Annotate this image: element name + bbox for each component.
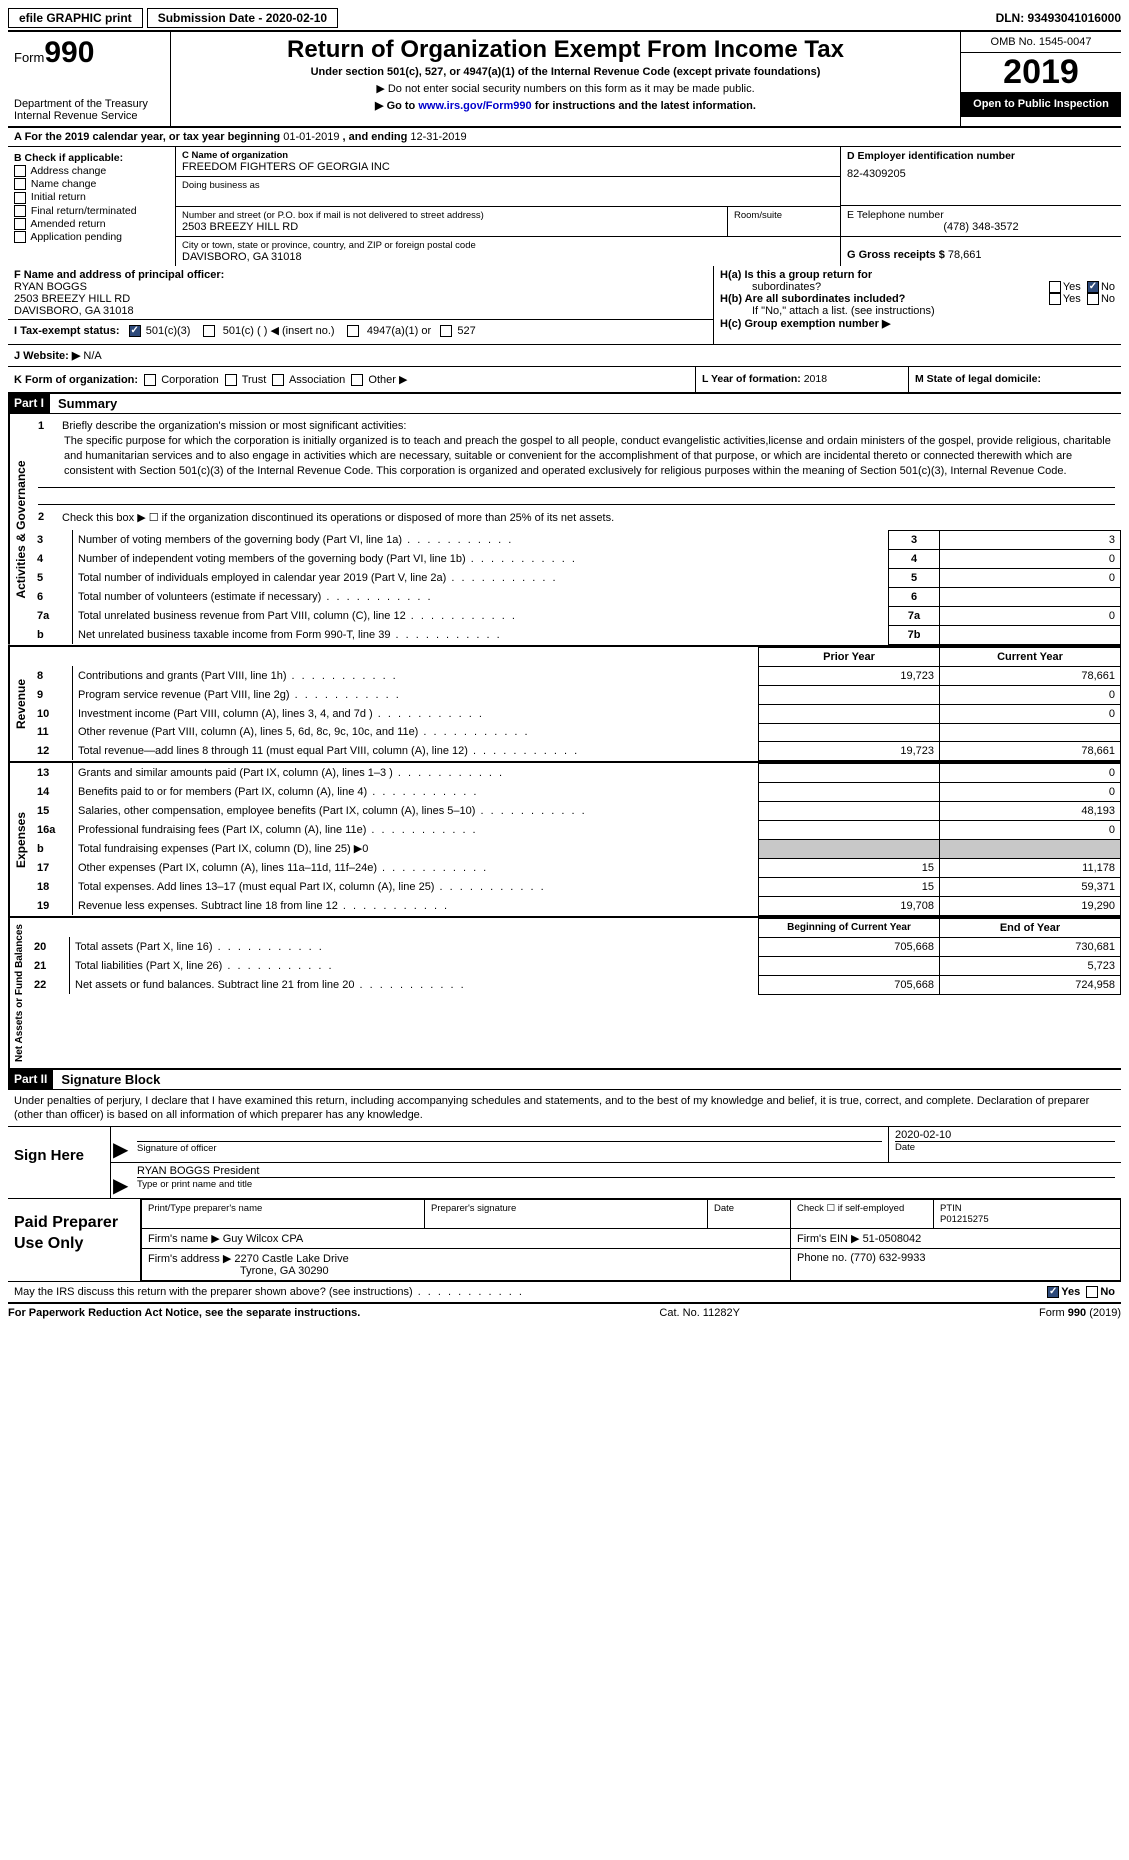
firm-name: Guy Wilcox CPA [223,1233,303,1245]
submission-date: Submission Date - 2020-02-10 [147,8,338,28]
irs-link[interactable]: www.irs.gov/Form990 [418,100,531,112]
top-bar: efile GRAPHIC print Submission Date - 20… [8,8,1121,32]
sign-here-label: Sign Here [8,1127,111,1198]
table-revenue: Prior YearCurrent Year8Contributions and… [32,647,1121,761]
tax-year: 2019 [961,53,1121,92]
table-net-assets: Beginning of Current YearEnd of Year20To… [29,918,1121,995]
telephone: (478) 348-3572 [847,221,1115,233]
activities-governance-section: Activities & Governance 1Briefly describ… [8,414,1121,647]
part2-header: Part II Signature Block [8,1070,1121,1090]
expenses-section: Expenses 13Grants and similar amounts pa… [8,763,1121,918]
irs-label: Internal Revenue Service [14,110,164,122]
open-inspection: Open to Public Inspection [961,92,1121,117]
discuss-question: May the IRS discuss this return with the… [8,1281,1121,1304]
paid-preparer-label: Paid Preparer Use Only [8,1199,141,1281]
form-number: 990 [44,36,94,69]
firm-phone: (770) 632-9933 [850,1252,925,1264]
preparer-table: Print/Type preparer's name Preparer's si… [141,1199,1121,1281]
firm-ein: 51-0508042 [863,1233,922,1245]
row-kl: K Form of organization: Corporation Trus… [8,367,1121,394]
form-note-2: ▶ Go to www.irs.gov/Form990 for instruct… [179,99,952,112]
form-subtitle: Under section 501(c), 527, or 4947(a)(1)… [179,66,952,78]
vtab-revenue: Revenue [8,647,32,761]
vtab-activities: Activities & Governance [8,414,32,645]
org-name: FREEDOM FIGHTERS OF GEORGIA INC [182,161,834,173]
vtab-net-assets: Net Assets or Fund Balances [8,918,29,1068]
officer-name: RYAN BOGGS [14,281,707,293]
part1-header: Part I Summary [8,394,1121,414]
gross-receipts: 78,661 [948,249,982,261]
omb-number: OMB No. 1545-0047 [961,32,1121,53]
officer-printed-name: RYAN BOGGS President [137,1165,1115,1177]
section-bcd: B Check if applicable: Address change Na… [8,147,1121,266]
col-b: B Check if applicable: Address change Na… [8,147,176,266]
dept-treasury: Department of the Treasury [14,98,164,110]
dln: DLN: 93493041016000 [996,11,1121,25]
form-note-1: ▶ Do not enter social security numbers o… [179,82,952,95]
year-formation: 2018 [804,373,827,385]
form-title: Return of Organization Exempt From Incom… [179,36,952,64]
header-row: Form990 Department of the Treasury Inter… [8,32,1121,128]
net-assets-section: Net Assets or Fund Balances Beginning of… [8,918,1121,1070]
form-label: Form [14,50,44,65]
table-activities: 3Number of voting members of the governi… [32,530,1121,645]
city-state-zip: DAVISBORO, GA 31018 [182,251,834,263]
ptin: P01215275 [940,1214,989,1225]
perjury-declaration: Under penalties of perjury, I declare th… [8,1090,1121,1127]
group-return-no[interactable]: ✓ [1087,281,1099,293]
mission-text: The specific purpose for which the corpo… [64,434,1115,479]
revenue-section: Revenue Prior YearCurrent Year8Contribut… [8,647,1121,763]
line-a: A For the 2019 calendar year, or tax yea… [8,128,1121,147]
ein: 82-4309205 [847,168,1115,180]
vtab-expenses: Expenses [8,763,32,916]
form-ref: Form 990 (2019) [1039,1307,1121,1319]
firm-address: 2270 Castle Lake Drive [234,1253,348,1265]
501c3-checkbox[interactable]: ✓ [129,325,141,337]
efile-button[interactable]: efile GRAPHIC print [8,8,143,28]
row-fh: F Name and address of principal officer:… [8,266,1121,345]
table-expenses: 13Grants and similar amounts paid (Part … [32,763,1121,916]
page-footer: For Paperwork Reduction Act Notice, see … [8,1304,1121,1322]
signature-block: Under penalties of perjury, I declare th… [8,1090,1121,1305]
room-suite-label: Room/suite [728,207,840,236]
website: N/A [80,350,101,362]
street-address: 2503 BREEZY HILL RD [182,221,721,233]
discuss-yes[interactable]: ✓ [1047,1286,1059,1298]
signature-date: 2020-02-10 [895,1129,1115,1141]
catalog-number: Cat. No. 11282Y [360,1307,1039,1319]
row-j: J Website: ▶ N/A [8,345,1121,367]
paperwork-notice: For Paperwork Reduction Act Notice, see … [8,1307,360,1319]
